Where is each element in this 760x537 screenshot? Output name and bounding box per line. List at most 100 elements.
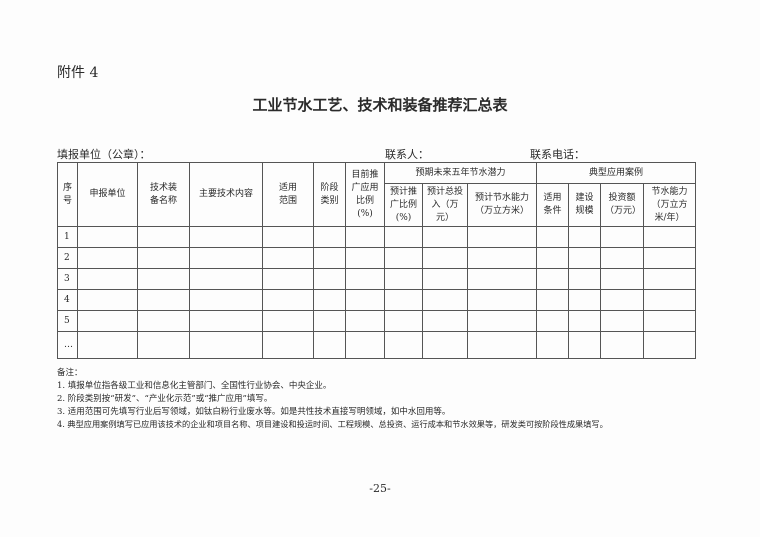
table-cell[interactable] [467, 226, 537, 248]
table-cell[interactable] [77, 331, 138, 359]
table-cell[interactable] [313, 289, 346, 311]
row-seq: 5 [57, 310, 78, 332]
table-cell[interactable] [422, 331, 468, 359]
header-case-saving: 节水能力（万立方米/年） [643, 183, 696, 227]
table-cell[interactable] [643, 310, 696, 332]
table-cell[interactable] [345, 331, 385, 359]
table-cell[interactable] [384, 268, 423, 290]
table-cell[interactable] [467, 268, 537, 290]
table-cell[interactable] [345, 310, 385, 332]
table-cell[interactable] [345, 226, 385, 248]
table-cell[interactable] [137, 247, 190, 269]
table-row: 3 [57, 268, 696, 290]
table-cell[interactable] [77, 310, 138, 332]
table-cell[interactable] [643, 268, 696, 290]
table-cell[interactable] [189, 289, 263, 311]
table-cell[interactable] [643, 247, 696, 269]
table-cell[interactable] [77, 247, 138, 269]
header-content: 主要技术内容 [189, 162, 263, 227]
table-cell[interactable] [568, 310, 601, 332]
row-seq: 3 [57, 268, 78, 290]
table-cell[interactable] [262, 289, 314, 311]
table-cell[interactable] [600, 247, 644, 269]
table-cell[interactable] [137, 331, 190, 359]
table-cell[interactable] [422, 247, 468, 269]
table-cell[interactable] [313, 268, 346, 290]
header-name: 技术装备名称 [137, 162, 190, 227]
table-cell[interactable] [137, 226, 190, 248]
table-cell[interactable] [262, 310, 314, 332]
table-cell[interactable] [422, 289, 468, 311]
table-cell[interactable] [384, 226, 423, 248]
table-cell[interactable] [568, 268, 601, 290]
table-cell[interactable] [600, 268, 644, 290]
header-stage: 阶段类别 [313, 162, 346, 227]
table-cell[interactable] [189, 268, 263, 290]
table-cell[interactable] [467, 247, 537, 269]
table-cell[interactable] [384, 289, 423, 311]
table-row: 5 [57, 310, 696, 332]
table-cell[interactable] [536, 331, 569, 359]
table-cell[interactable] [262, 268, 314, 290]
table-cell[interactable] [189, 331, 263, 359]
table-cell[interactable] [77, 268, 138, 290]
table-cell[interactable] [262, 247, 314, 269]
note-item: 4. 典型应用案例填写已应用该技术的企业和项目名称、项目建设和投运时间、工程规模… [57, 419, 608, 429]
table-cell[interactable] [77, 289, 138, 311]
table-cell[interactable] [137, 268, 190, 290]
table-cell[interactable] [313, 310, 346, 332]
table-cell[interactable] [262, 331, 314, 359]
table-cell[interactable] [313, 226, 346, 248]
table-cell[interactable] [313, 247, 346, 269]
table-cell[interactable] [189, 310, 263, 332]
note-item: 3. 适用范围可先填写行业后写领域，如钛白粉行业废水等。如是共性技术直接写明领域… [57, 407, 451, 417]
table-cell[interactable] [384, 247, 423, 269]
table-cell[interactable] [345, 247, 385, 269]
table-cell[interactable] [422, 268, 468, 290]
table-cell[interactable] [189, 226, 263, 248]
table-cell[interactable] [137, 310, 190, 332]
table-cell[interactable] [600, 310, 644, 332]
table-cell[interactable] [384, 331, 423, 359]
table-cell[interactable] [262, 226, 314, 248]
table-cell[interactable] [422, 226, 468, 248]
table-cell[interactable] [467, 310, 537, 332]
note-item: 1. 填报单位指各级工业和信息化主管部门、全国性行业协会、中央企业。 [57, 381, 332, 391]
header-potential-invest: 预计总投入（万元） [422, 183, 468, 227]
table-cell[interactable] [422, 310, 468, 332]
table-cell[interactable] [568, 226, 601, 248]
table-cell[interactable] [536, 247, 569, 269]
table-cell[interactable] [345, 289, 385, 311]
table-row: 1 [57, 226, 696, 248]
table-cell[interactable] [384, 310, 423, 332]
table-cell[interactable] [643, 331, 696, 359]
table-cell[interactable] [536, 310, 569, 332]
table-cell[interactable] [600, 289, 644, 311]
table-cell[interactable] [467, 289, 537, 311]
table-cell[interactable] [600, 226, 644, 248]
table-row: 4 [57, 289, 696, 311]
table-cell[interactable] [536, 268, 569, 290]
table-cell[interactable] [467, 331, 537, 359]
table-cell[interactable] [137, 289, 190, 311]
table-cell[interactable] [568, 289, 601, 311]
table-row: 2 [57, 247, 696, 269]
table-cell[interactable] [77, 226, 138, 248]
row-seq: 1 [57, 226, 78, 248]
table-cell[interactable] [600, 331, 644, 359]
header-case-scale: 建设规模 [568, 183, 601, 227]
phone-label: 联系电话： [530, 148, 585, 161]
header-potential-ratio: 预计推广比例(%) [384, 183, 423, 227]
header-case-group: 典型应用案例 [536, 162, 696, 184]
table-cell[interactable] [643, 289, 696, 311]
table-row: … [57, 331, 696, 359]
table-cell[interactable] [536, 226, 569, 248]
header-seq: 序号 [57, 162, 78, 227]
table-cell[interactable] [345, 268, 385, 290]
table-cell[interactable] [643, 226, 696, 248]
table-cell[interactable] [189, 247, 263, 269]
table-cell[interactable] [568, 331, 601, 359]
table-cell[interactable] [313, 331, 346, 359]
table-cell[interactable] [568, 247, 601, 269]
table-cell[interactable] [536, 289, 569, 311]
